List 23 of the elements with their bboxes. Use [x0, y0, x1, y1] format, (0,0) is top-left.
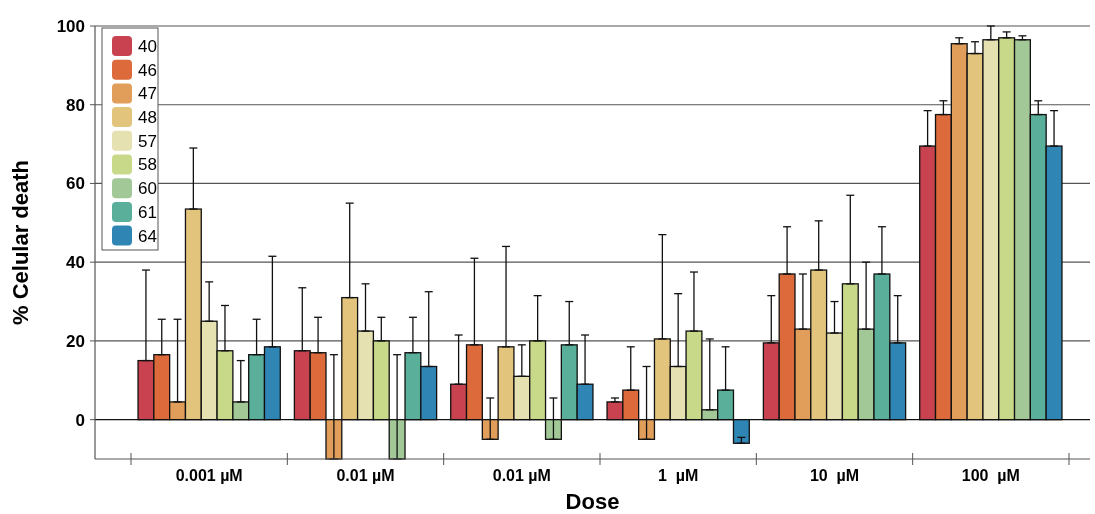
legend-label: 61 [138, 202, 157, 222]
legend-label: 57 [138, 131, 157, 151]
legend-label: 58 [138, 155, 157, 175]
y-tick-label: 40 [66, 253, 85, 273]
legend-label: 47 [138, 84, 157, 104]
x-axis-title: Dose [565, 489, 620, 514]
y-tick-label: 100 [56, 16, 85, 36]
y-tick-label: 20 [66, 331, 85, 351]
y-axis-title: % Celular death [8, 159, 33, 326]
y-tick-label: 60 [66, 174, 85, 194]
legend-label: 64 [138, 226, 157, 246]
x-tick-label: 1 µM [657, 467, 699, 484]
x-tick-label: 0.001 µM [175, 467, 243, 484]
x-tick-label: 0.01 µM [336, 467, 395, 484]
y-tick-label: 80 [66, 95, 85, 115]
y-tick-label: 0 [75, 410, 85, 430]
x-tick-label: 100 µM [961, 467, 1020, 484]
legend-label: 60 [138, 179, 157, 199]
legend-label: 48 [138, 108, 157, 128]
x-tick-label: 0.01 µM [492, 467, 551, 484]
legend-label: 46 [138, 60, 157, 80]
x-tick-label: 10 µM [809, 467, 860, 484]
legend-label: 40 [138, 36, 157, 56]
